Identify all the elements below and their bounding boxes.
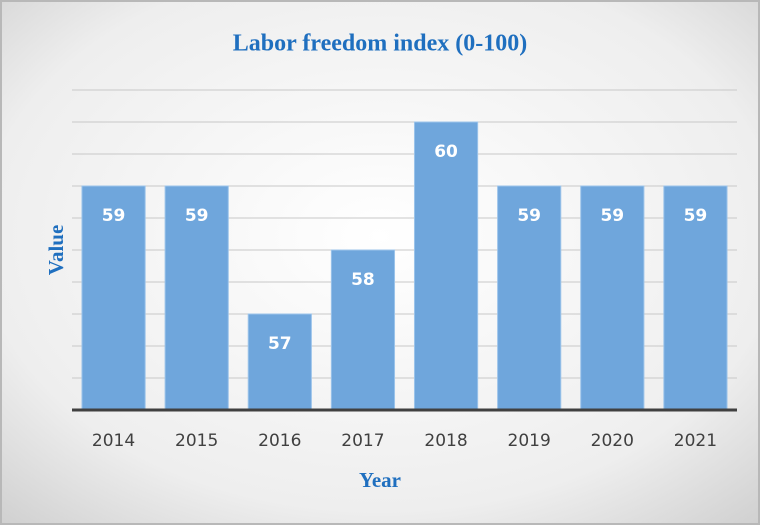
x-tick-label: 2018 [424, 431, 467, 451]
bar [497, 185, 562, 411]
data-label: 58 [351, 270, 375, 290]
chart-title: Labor freedom index (0-100) [233, 31, 527, 57]
bar [247, 313, 312, 411]
data-label: 57 [268, 334, 292, 354]
data-label: 59 [102, 206, 126, 226]
bar [663, 185, 728, 411]
x-tick-label: 2019 [508, 431, 551, 451]
data-label: 59 [684, 206, 708, 226]
x-tick-label: 2020 [591, 431, 634, 451]
x-tick-label: 2014 [92, 431, 135, 451]
bar [330, 249, 396, 411]
x-tick-label: 2021 [674, 431, 717, 451]
bar [580, 185, 645, 411]
x-axis-label: Year [359, 468, 401, 492]
x-tick-label: 2016 [258, 431, 301, 451]
data-label: 60 [434, 142, 458, 162]
bar [81, 185, 146, 411]
x-tick-label: 2015 [175, 431, 218, 451]
data-label: 59 [517, 206, 541, 226]
x-tick-label: 2017 [341, 431, 384, 451]
bar [413, 121, 479, 411]
y-axis-label: Value [44, 225, 68, 276]
data-label: 59 [600, 206, 624, 226]
data-label: 59 [185, 206, 209, 226]
